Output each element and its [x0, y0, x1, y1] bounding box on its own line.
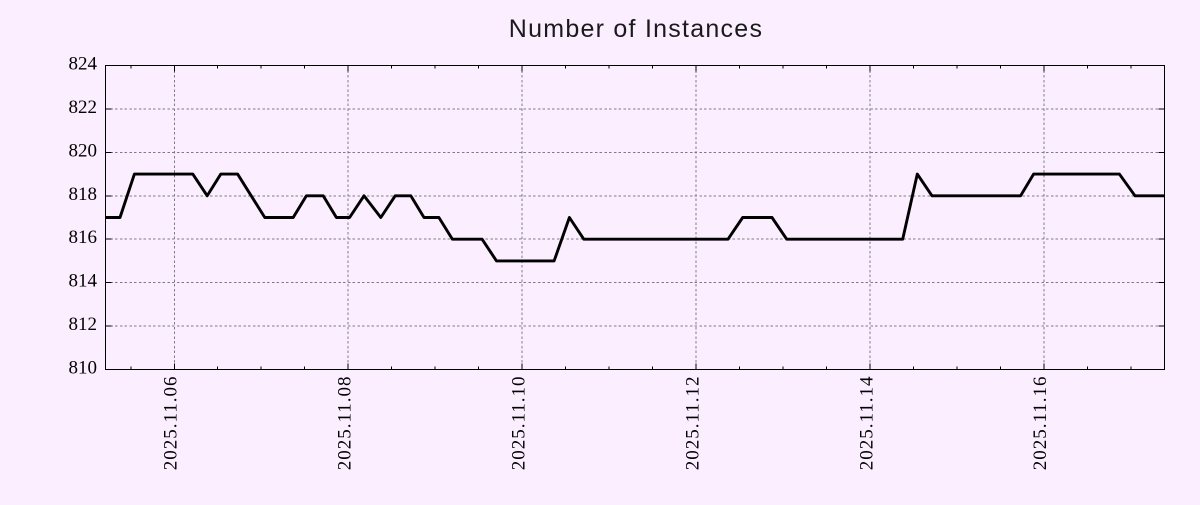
svg-text:810: 810	[69, 358, 98, 379]
svg-text:820: 820	[69, 140, 98, 161]
svg-text:2025.11.10: 2025.11.10	[508, 376, 529, 471]
svg-text:816: 816	[69, 227, 98, 248]
svg-text:2025.11.16: 2025.11.16	[1030, 376, 1051, 471]
svg-text:814: 814	[69, 271, 98, 292]
svg-text:818: 818	[69, 184, 98, 205]
svg-text:824: 824	[69, 54, 98, 75]
svg-text:822: 822	[69, 97, 98, 118]
svg-text:2025.11.12: 2025.11.12	[682, 376, 703, 471]
svg-text:Number of Instances: Number of Instances	[509, 15, 763, 43]
svg-text:2025.11.08: 2025.11.08	[334, 376, 355, 471]
svg-text:812: 812	[69, 314, 98, 335]
svg-text:2025.11.06: 2025.11.06	[160, 376, 181, 471]
svg-text:2025.11.14: 2025.11.14	[856, 376, 877, 471]
